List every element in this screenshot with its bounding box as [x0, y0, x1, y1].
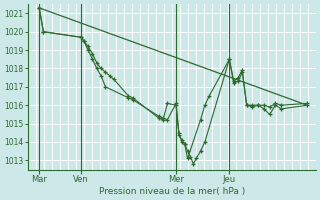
X-axis label: Pression niveau de la mer( hPa ): Pression niveau de la mer( hPa ) — [99, 187, 245, 196]
